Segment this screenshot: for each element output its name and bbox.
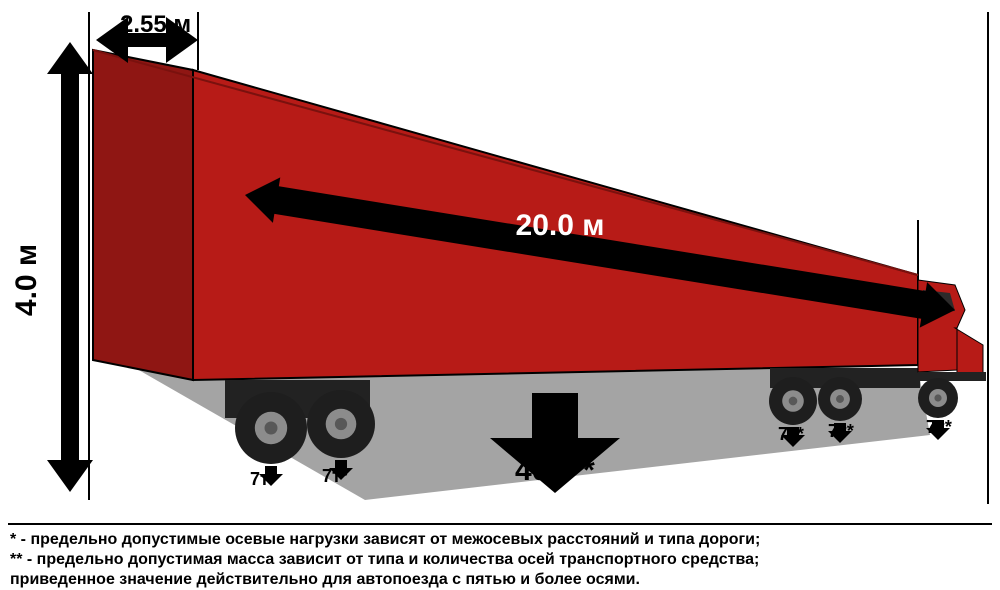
trailer-rear (93, 50, 193, 380)
axle-load-label: 7т* (778, 424, 804, 444)
wheel (769, 377, 817, 425)
wheel (818, 377, 862, 421)
axle-load-label: 7т* (926, 417, 952, 437)
width-label: 2.55 м (120, 11, 191, 38)
length-label: 20.0 м (516, 209, 605, 242)
wheel (235, 392, 307, 464)
axle-load-label: 7т* (828, 421, 854, 441)
wheel (307, 390, 375, 458)
footnote-line: * - предельно допустимые осевые нагрузки… (10, 531, 760, 548)
footnote-line: приведенное значение действительно для а… (10, 571, 640, 588)
axle-load-label: 7т* (322, 466, 348, 486)
height-label: 4.0 м (10, 244, 43, 316)
footnote-line: ** - предельно допустимая масса зависит … (10, 551, 759, 568)
axle-load-label: 7т* (250, 469, 276, 489)
wheel (918, 378, 958, 418)
weight-label: 40 т** (515, 454, 595, 487)
bumper (918, 372, 986, 381)
